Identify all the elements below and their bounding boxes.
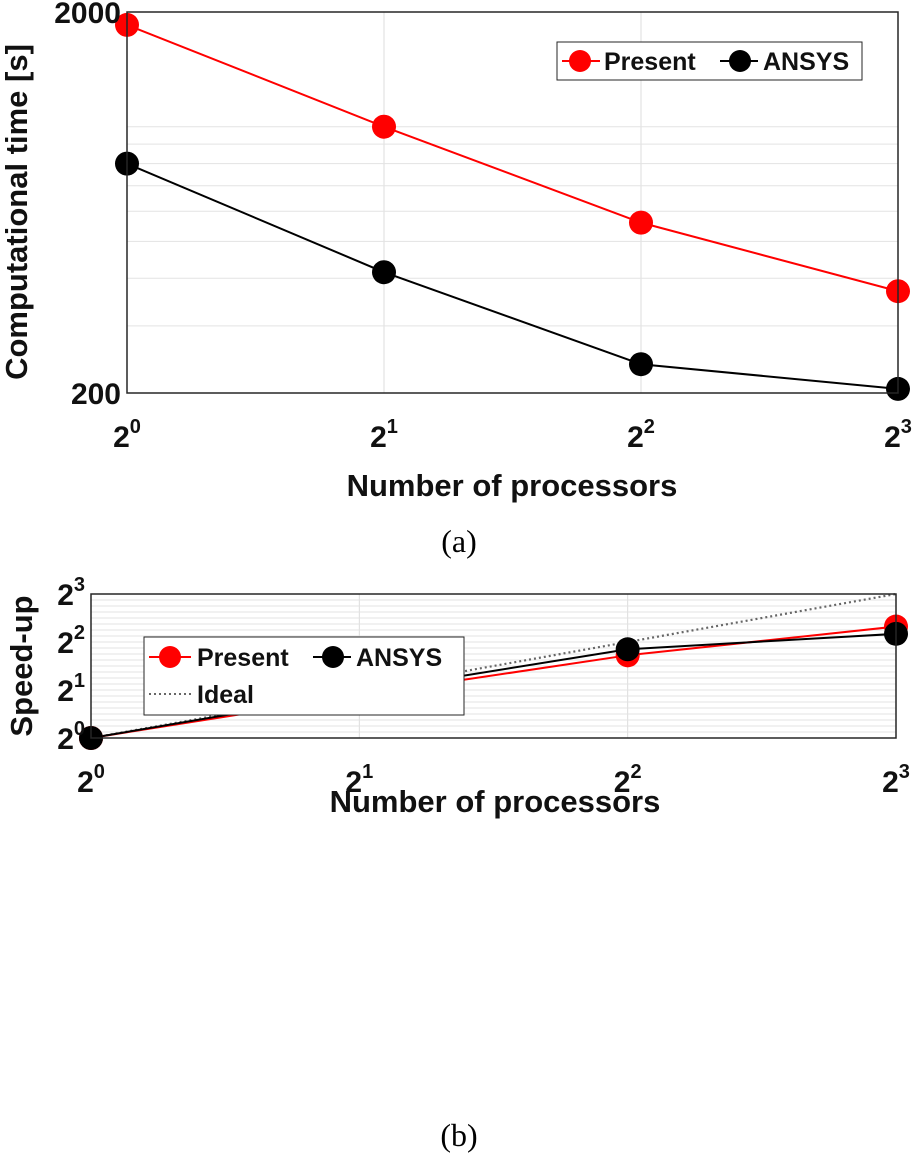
panel-label-a: (a) bbox=[441, 523, 477, 559]
data-point-ansys-a[interactable] bbox=[629, 352, 653, 377]
data-point-ansys-a[interactable] bbox=[372, 260, 396, 285]
x-tick-label-b: 22 bbox=[614, 761, 642, 799]
y-tick-label-a: 200 bbox=[71, 378, 121, 411]
y-tick-label-b: 21 bbox=[57, 670, 85, 708]
panel-label-b: (b) bbox=[440, 1117, 477, 1153]
legend-a[interactable]: Present ANSYS bbox=[556, 41, 863, 81]
legend-entry-ansys-a[interactable]: ANSYS bbox=[720, 48, 849, 76]
y-tick-labels-b: 20 21 22 23 bbox=[57, 574, 85, 756]
y-axis-title-b: Speed-up bbox=[4, 595, 39, 736]
x-axis-title-a: Number of processors bbox=[347, 468, 678, 503]
legend-label-present-b: Present bbox=[197, 644, 289, 672]
data-point-present-a[interactable] bbox=[629, 210, 653, 235]
data-point-present-a[interactable] bbox=[372, 114, 396, 139]
series-line-present-a bbox=[126, 23, 899, 293]
legend-box-b bbox=[143, 636, 465, 716]
x-tick-label-a: 21 bbox=[370, 416, 398, 454]
series-lines-a bbox=[126, 23, 899, 390]
legend-marker-present-b bbox=[159, 646, 181, 668]
y-tick-label-b: 20 bbox=[57, 718, 85, 756]
legend-entry-present-b[interactable]: Present bbox=[149, 644, 289, 672]
x-tick-label-a: 20 bbox=[113, 416, 141, 454]
x-tick-labels-b: 20 21 22 23 bbox=[77, 761, 910, 799]
panel-b-speed-up: 20 21 22 23 20 21 22 23 Number of processors S… bbox=[4, 574, 910, 1153]
y-tick-labels-a: 200 2000 bbox=[54, 0, 121, 411]
y-tick-label-b: 22 bbox=[57, 622, 85, 660]
y-axis-title-a: Computational time [s] bbox=[0, 44, 34, 380]
y-tick-label-b: 23 bbox=[57, 574, 85, 612]
legend-entry-ansys-b[interactable]: ANSYS bbox=[313, 644, 442, 672]
x-tick-label-b: 21 bbox=[345, 761, 373, 799]
x-tick-label-a: 23 bbox=[884, 416, 912, 454]
axes-frame-a bbox=[126, 11, 899, 394]
series-markers-a bbox=[115, 12, 910, 401]
y-tick-label-a: 2000 bbox=[54, 0, 121, 30]
x-tick-label-a: 22 bbox=[627, 416, 655, 454]
legend-entry-present-a[interactable]: Present bbox=[562, 48, 696, 76]
legend-label-ideal-b: Ideal bbox=[197, 681, 254, 709]
legend-marker-ansys-a bbox=[729, 50, 751, 72]
legend-label-present-a: Present bbox=[604, 48, 696, 76]
legend-marker-ansys-b bbox=[322, 646, 344, 668]
data-point-ansys-b[interactable] bbox=[615, 637, 640, 662]
panel-a-computational-time: 20 21 22 23 200 2000 Number of processors Co… bbox=[0, 0, 912, 559]
axes-frame-b bbox=[90, 593, 897, 739]
legend-b[interactable]: Present ANSYS Ideal bbox=[143, 636, 465, 716]
legend-entry-ideal-b[interactable]: Ideal bbox=[149, 681, 254, 709]
x-tick-label-b: 20 bbox=[77, 761, 105, 799]
x-tick-labels-a: 20 21 22 23 bbox=[113, 416, 912, 454]
legend-marker-present-a bbox=[569, 50, 591, 72]
legend-label-ansys-b: ANSYS bbox=[356, 644, 442, 672]
legend-label-ansys-a: ANSYS bbox=[763, 48, 849, 76]
series-line-ansys-a bbox=[126, 162, 899, 390]
x-axis-title-b: Number of processors bbox=[330, 784, 661, 819]
legend-box-a bbox=[556, 41, 863, 81]
x-tick-label-b: 23 bbox=[882, 761, 910, 799]
